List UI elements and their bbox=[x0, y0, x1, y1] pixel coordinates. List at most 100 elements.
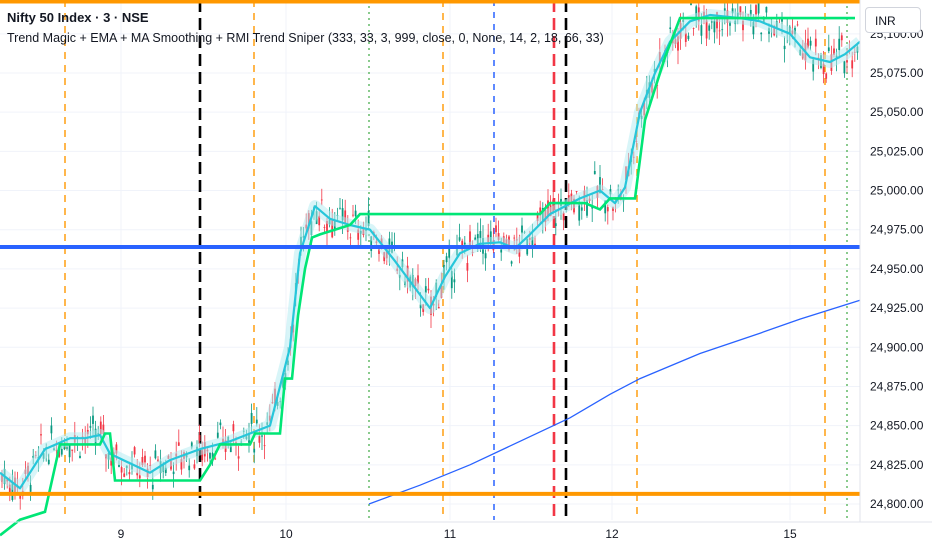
candle-body bbox=[684, 33, 687, 42]
candle-body bbox=[781, 18, 783, 22]
x-tick-label: 15 bbox=[783, 527, 797, 541]
candle-body bbox=[562, 212, 565, 221]
candle-body bbox=[484, 253, 487, 259]
candle-body bbox=[708, 25, 711, 31]
candle-body bbox=[102, 424, 105, 435]
candle-body bbox=[66, 447, 68, 449]
candle-body bbox=[19, 494, 22, 499]
candle-body bbox=[783, 45, 786, 50]
candle-body bbox=[513, 237, 516, 239]
ema-glow bbox=[0, 9, 864, 495]
candle-body bbox=[479, 231, 482, 239]
candle-body bbox=[677, 36, 679, 51]
candle-body bbox=[731, 8, 734, 14]
candle-body bbox=[118, 464, 120, 467]
candle-body bbox=[427, 288, 430, 291]
candle-body bbox=[692, 28, 695, 29]
y-tick-label: 24,925.00 bbox=[870, 301, 924, 315]
candle-body bbox=[378, 248, 380, 254]
candle-body bbox=[752, 22, 755, 35]
candle-body bbox=[669, 27, 672, 29]
candle-body bbox=[141, 456, 144, 466]
candle-body bbox=[755, 5, 757, 15]
candle-body bbox=[547, 200, 549, 217]
candle-body bbox=[193, 464, 196, 469]
y-tick-label: 24,850.00 bbox=[870, 419, 924, 433]
candle-body bbox=[326, 221, 328, 233]
chart-legend[interactable]: Nifty 50 Index · 3 · NSE Trend Magic + E… bbox=[7, 8, 604, 48]
candle-body bbox=[827, 47, 830, 52]
candle-body bbox=[536, 212, 539, 222]
candle-body bbox=[253, 448, 256, 453]
candle-body bbox=[263, 445, 266, 447]
candle-body bbox=[419, 304, 422, 309]
candle-body bbox=[99, 421, 102, 435]
candle-body bbox=[705, 20, 708, 39]
candle-body bbox=[500, 249, 503, 253]
candle-body bbox=[710, 21, 713, 23]
candle-body bbox=[40, 434, 42, 436]
candle-body bbox=[723, 8, 726, 11]
ema-line bbox=[0, 13, 861, 490]
candle-body bbox=[760, 32, 763, 35]
x-tick-label: 12 bbox=[605, 527, 619, 541]
candle-body bbox=[539, 207, 542, 215]
ma-long-line bbox=[368, 299, 861, 505]
candle-body bbox=[133, 447, 136, 455]
candle-body bbox=[232, 424, 235, 432]
candle-body bbox=[757, 2, 760, 14]
candle-body bbox=[796, 24, 799, 26]
y-tick-label: 24,800.00 bbox=[870, 497, 924, 511]
candle-body bbox=[807, 38, 809, 48]
candle-body bbox=[846, 60, 848, 63]
candle-body bbox=[188, 465, 191, 471]
candle-body bbox=[474, 237, 477, 241]
candle-body bbox=[495, 225, 497, 233]
candle-body bbox=[29, 484, 32, 492]
candle-body bbox=[591, 206, 594, 209]
candle-body bbox=[458, 237, 461, 241]
y-tick-label: 24,875.00 bbox=[870, 379, 924, 393]
x-tick-label: 10 bbox=[279, 527, 293, 541]
y-tick-label: 24,950.00 bbox=[870, 262, 924, 276]
candle-body bbox=[318, 215, 321, 226]
candle-body bbox=[201, 450, 204, 461]
candle-body bbox=[349, 237, 352, 239]
symbol-title[interactable]: Nifty 50 Index · 3 · NSE bbox=[7, 10, 149, 25]
candle-body bbox=[320, 199, 323, 201]
candle-body bbox=[50, 425, 53, 434]
y-tick-label: 24,825.00 bbox=[870, 458, 924, 472]
candle-body bbox=[554, 223, 557, 227]
candle-body bbox=[729, 21, 731, 26]
candle-body bbox=[466, 263, 469, 271]
candle-body bbox=[258, 435, 261, 443]
candle-body bbox=[323, 226, 326, 228]
candle-body bbox=[209, 452, 211, 459]
candle-body bbox=[367, 210, 370, 226]
y-tick-label: 24,975.00 bbox=[870, 223, 924, 237]
candle-body bbox=[154, 450, 157, 459]
candle-body bbox=[580, 207, 583, 211]
candle-body bbox=[339, 207, 341, 209]
candle-body bbox=[354, 210, 357, 217]
currency-badge[interactable]: INR bbox=[865, 7, 921, 33]
candle-body bbox=[765, 6, 768, 13]
grid bbox=[0, 0, 860, 520]
candle-body bbox=[534, 243, 536, 246]
candle-body bbox=[840, 35, 843, 41]
candle-body bbox=[606, 207, 609, 212]
indicator-title[interactable]: Trend Magic + EMA + MA Smoothing + RMI T… bbox=[7, 31, 604, 45]
candle-body bbox=[518, 248, 521, 257]
candle-body bbox=[136, 472, 139, 476]
candle-body bbox=[575, 191, 578, 192]
candle-body bbox=[164, 467, 167, 473]
candle-body bbox=[586, 200, 588, 216]
candle-body bbox=[151, 484, 154, 490]
candle-body bbox=[128, 472, 131, 475]
candle-body bbox=[721, 29, 724, 31]
x-tick-label: 11 bbox=[444, 527, 457, 541]
candle-body bbox=[79, 455, 81, 459]
candle-body bbox=[469, 231, 471, 246]
